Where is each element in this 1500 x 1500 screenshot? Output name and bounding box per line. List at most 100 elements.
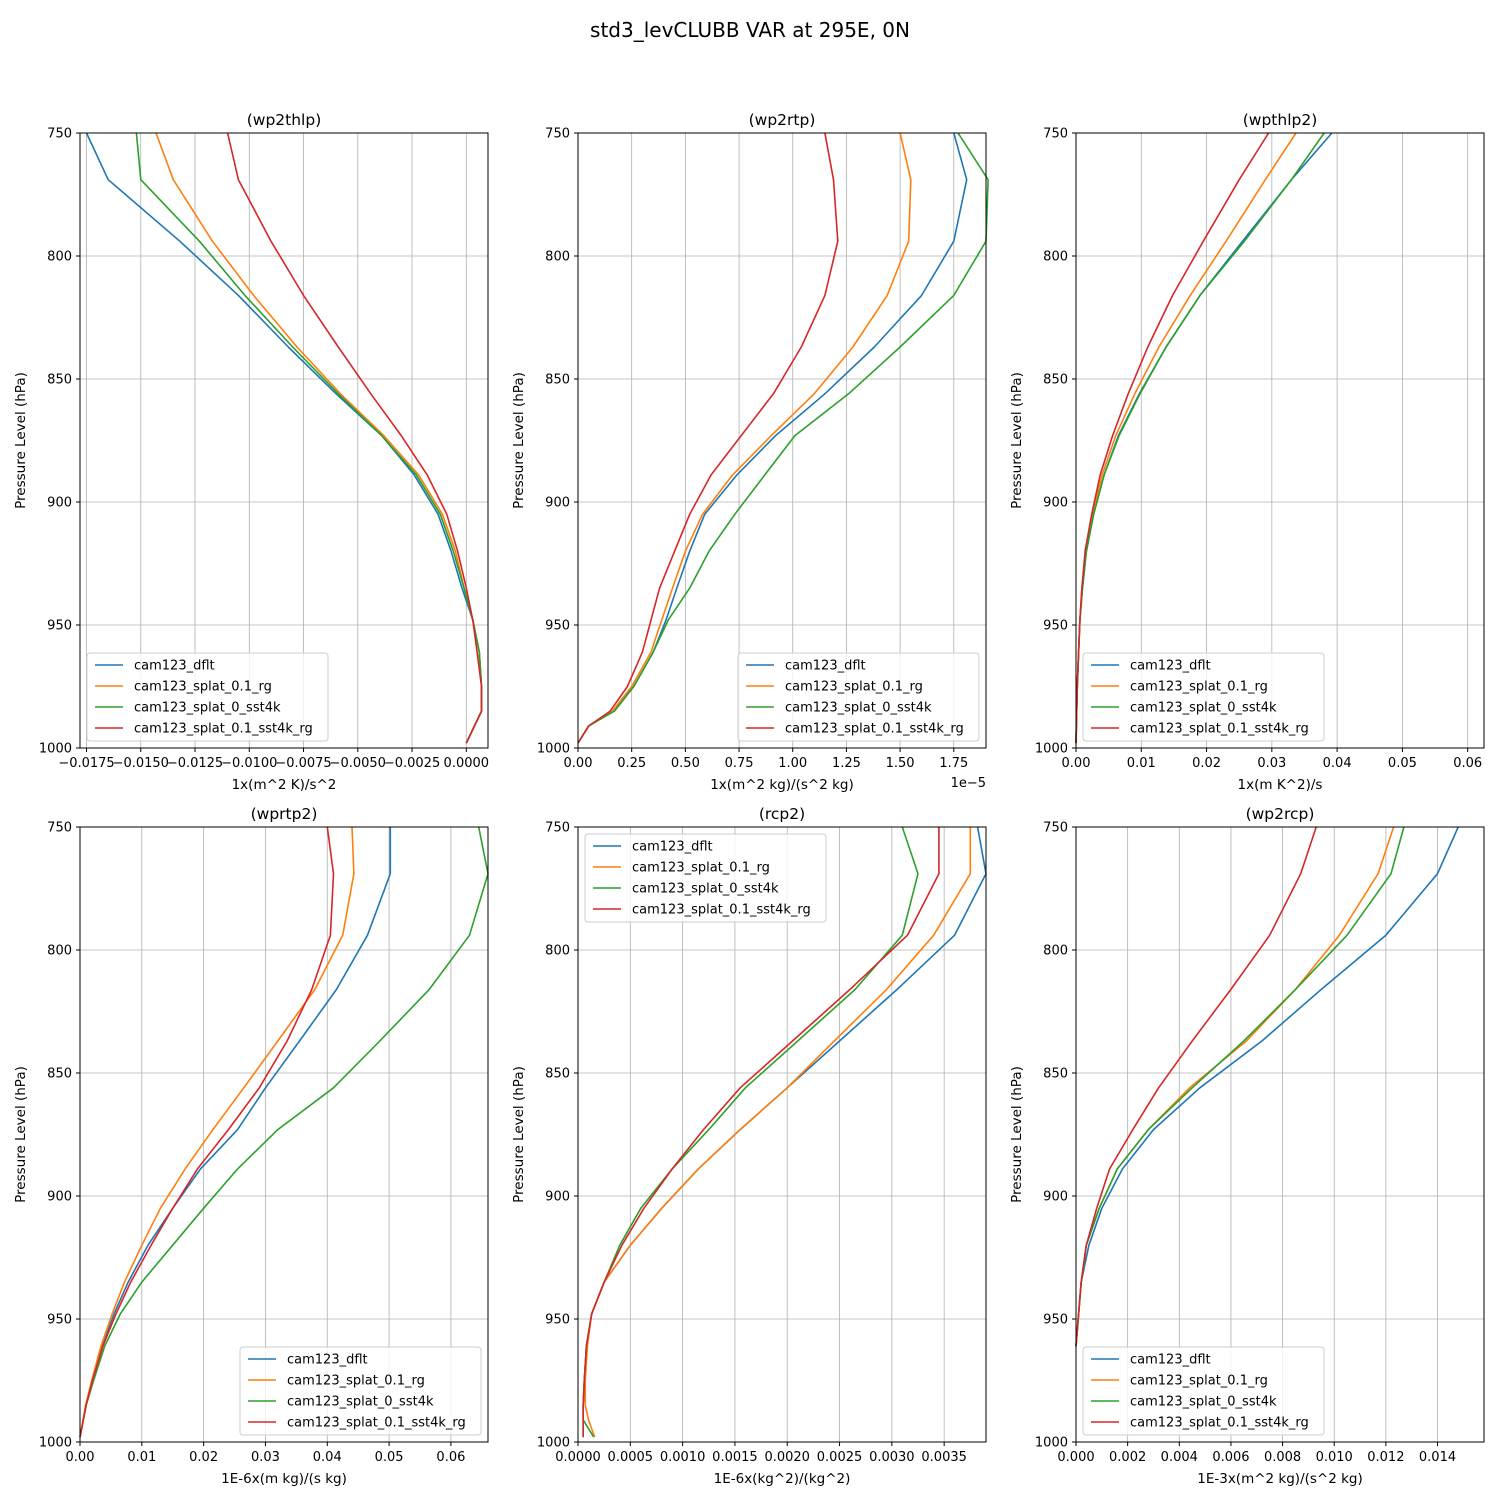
plot-area <box>80 827 488 1442</box>
x-tick-label: 1.75 <box>939 756 968 771</box>
axes-frame <box>79 826 489 1443</box>
y-tick-label: 800 <box>1043 250 1068 265</box>
series-line-2 <box>584 827 972 1438</box>
y-tick-label: 1000 <box>537 1436 570 1451</box>
axes-frame <box>1075 132 1485 749</box>
y-tick-label: 750 <box>1043 821 1068 836</box>
legend-entry: cam123_splat_0_sst4k <box>785 701 932 716</box>
plot-area <box>80 133 488 748</box>
y-tick-label: 850 <box>1043 1067 1068 1082</box>
x-tick-label: −0.0075 <box>275 756 331 771</box>
legend-entry: cam123_splat_0.1_rg <box>287 1374 425 1389</box>
x-tick-label: 0.0025 <box>817 1450 863 1465</box>
y-tick-label: 850 <box>47 1067 72 1082</box>
series-line-4 <box>1075 826 1317 1347</box>
panel-6: 0.000 0.002 0.004 0.006 0.008 0.010 0.012 0.014… <box>1009 805 1485 1487</box>
y-tick-label: 1000 <box>1035 1436 1068 1451</box>
panel-title: (wp2rtp) <box>749 111 816 129</box>
x-tick-label: 0.03 <box>251 1450 280 1465</box>
x-tick-label: 0.50 <box>671 756 700 771</box>
legend-entry: cam123_splat_0.1_rg <box>632 861 770 876</box>
legend-box <box>1082 652 1325 742</box>
legend-entry: cam123_dflt <box>632 840 713 855</box>
legend: cam123_dflt cam123_splat_0.1_rg cam123_spl… <box>737 652 980 742</box>
x-tick-label: 0.02 <box>1192 756 1221 771</box>
x-tick-label: 0.04 <box>313 1450 342 1465</box>
panel-title: (rcp2) <box>759 805 805 823</box>
x-tick-label: 0.0005 <box>608 1450 654 1465</box>
series-line-2 <box>79 826 355 1438</box>
y-tick-label: 900 <box>1043 1190 1068 1205</box>
y-tick-label: 750 <box>545 821 570 836</box>
plot-area <box>578 133 986 748</box>
x-tick-label: 0.25 <box>617 756 646 771</box>
x-tick-label: 0.0035 <box>921 1450 967 1465</box>
y-tick-label: 850 <box>47 373 72 388</box>
x-tick-label: 0.0000 <box>444 756 490 771</box>
legend-box <box>737 652 980 742</box>
legend: cam123_dflt cam123_splat_0.1_rg cam123_spl… <box>239 1346 482 1436</box>
x-tick-label: 0.00 <box>66 1450 95 1465</box>
legend-entry: cam123_splat_0.1_sst4k_rg <box>632 903 811 918</box>
y-tick-label: 1000 <box>39 742 72 757</box>
y-tick-label: 800 <box>545 944 570 959</box>
x-tick-label: 0.01 <box>127 1450 156 1465</box>
x-tick-label: 0.0020 <box>764 1450 810 1465</box>
x-tick-label: 0.05 <box>375 1450 404 1465</box>
y-axis-label: Pressure Level (hPa) <box>511 372 527 509</box>
legend: cam123_dflt cam123_splat_0.1_rg cam123_spl… <box>1082 652 1325 742</box>
y-axis-label: Pressure Level (hPa) <box>13 372 29 509</box>
x-axis-label: 1x(m K^2)/s <box>1238 777 1323 793</box>
y-tick-label: 950 <box>545 619 570 634</box>
x-tick-label: 0.04 <box>1323 756 1352 771</box>
x-tick-label: 0.006 <box>1212 1450 1249 1465</box>
series-line-3 <box>135 132 483 744</box>
x-offset-text: 1e−5 <box>951 776 986 791</box>
legend-box <box>1082 1346 1325 1436</box>
legend-entry: cam123_dflt <box>287 1353 368 1368</box>
legend-entry: cam123_splat_0.1_rg <box>785 680 923 695</box>
x-tick-label: 0.01 <box>1127 756 1156 771</box>
x-tick-label: −0.0150 <box>113 756 169 771</box>
x-tick-label: −0.0050 <box>330 756 386 771</box>
legend-box <box>86 652 329 742</box>
y-tick-label: 1000 <box>39 1436 72 1451</box>
axes-frame <box>577 826 987 1443</box>
legend-entry: cam123_dflt <box>785 659 866 674</box>
legend-entry: cam123_splat_0_sst4k <box>134 701 281 716</box>
panel-title: (wprtp2) <box>251 805 318 823</box>
axes-frame <box>1075 826 1485 1443</box>
legend-entry: cam123_splat_0.1_sst4k_rg <box>1130 722 1309 737</box>
axes-frame <box>577 132 987 749</box>
legend-entry: cam123_splat_0_sst4k <box>1130 1395 1277 1410</box>
x-tick-label: 0.0015 <box>712 1450 758 1465</box>
series-line-4 <box>577 132 839 744</box>
x-tick-label: 0.02 <box>189 1450 218 1465</box>
x-tick-label: 0.008 <box>1264 1450 1301 1465</box>
x-tick-label: −0.0100 <box>221 756 277 771</box>
panel-title: (wp2thlp) <box>247 111 322 129</box>
legend-box <box>584 833 827 923</box>
y-tick-label: 750 <box>47 127 72 142</box>
x-tick-label: 0.0010 <box>660 1450 706 1465</box>
figure-title: std3_levCLUBB VAR at 295E, 0N <box>590 18 910 42</box>
x-tick-label: 0.05 <box>1388 756 1417 771</box>
panel-1: −0.0175−0.0150−0.0125−0.0100−0.0075−0.00… <box>13 111 489 793</box>
y-tick-label: 850 <box>545 373 570 388</box>
y-tick-label: 900 <box>47 496 72 511</box>
x-tick-label: 0.0000 <box>555 1450 601 1465</box>
legend-entry: cam123_splat_0.1_rg <box>1130 680 1268 695</box>
x-tick-label: 0.75 <box>725 756 754 771</box>
legend-entry: cam123_dflt <box>134 659 215 674</box>
x-axis-label: 1E-6x(m kg)/(s kg) <box>221 1471 347 1487</box>
axes-frame <box>79 132 489 749</box>
x-tick-label: 0.012 <box>1367 1450 1404 1465</box>
x-axis-label: 1x(m^2 K)/s^2 <box>232 777 337 793</box>
y-tick-label: 900 <box>545 1190 570 1205</box>
x-tick-label: 0.00 <box>1062 756 1091 771</box>
x-tick-label: 0.000 <box>1057 1450 1094 1465</box>
y-axis-label: Pressure Level (hPa) <box>1009 372 1025 509</box>
legend-entry: cam123_splat_0.1_rg <box>134 680 272 695</box>
x-axis-label: 1x(m^2 kg)/(s^2 kg) <box>710 777 854 793</box>
x-tick-label: 0.014 <box>1419 1450 1456 1465</box>
